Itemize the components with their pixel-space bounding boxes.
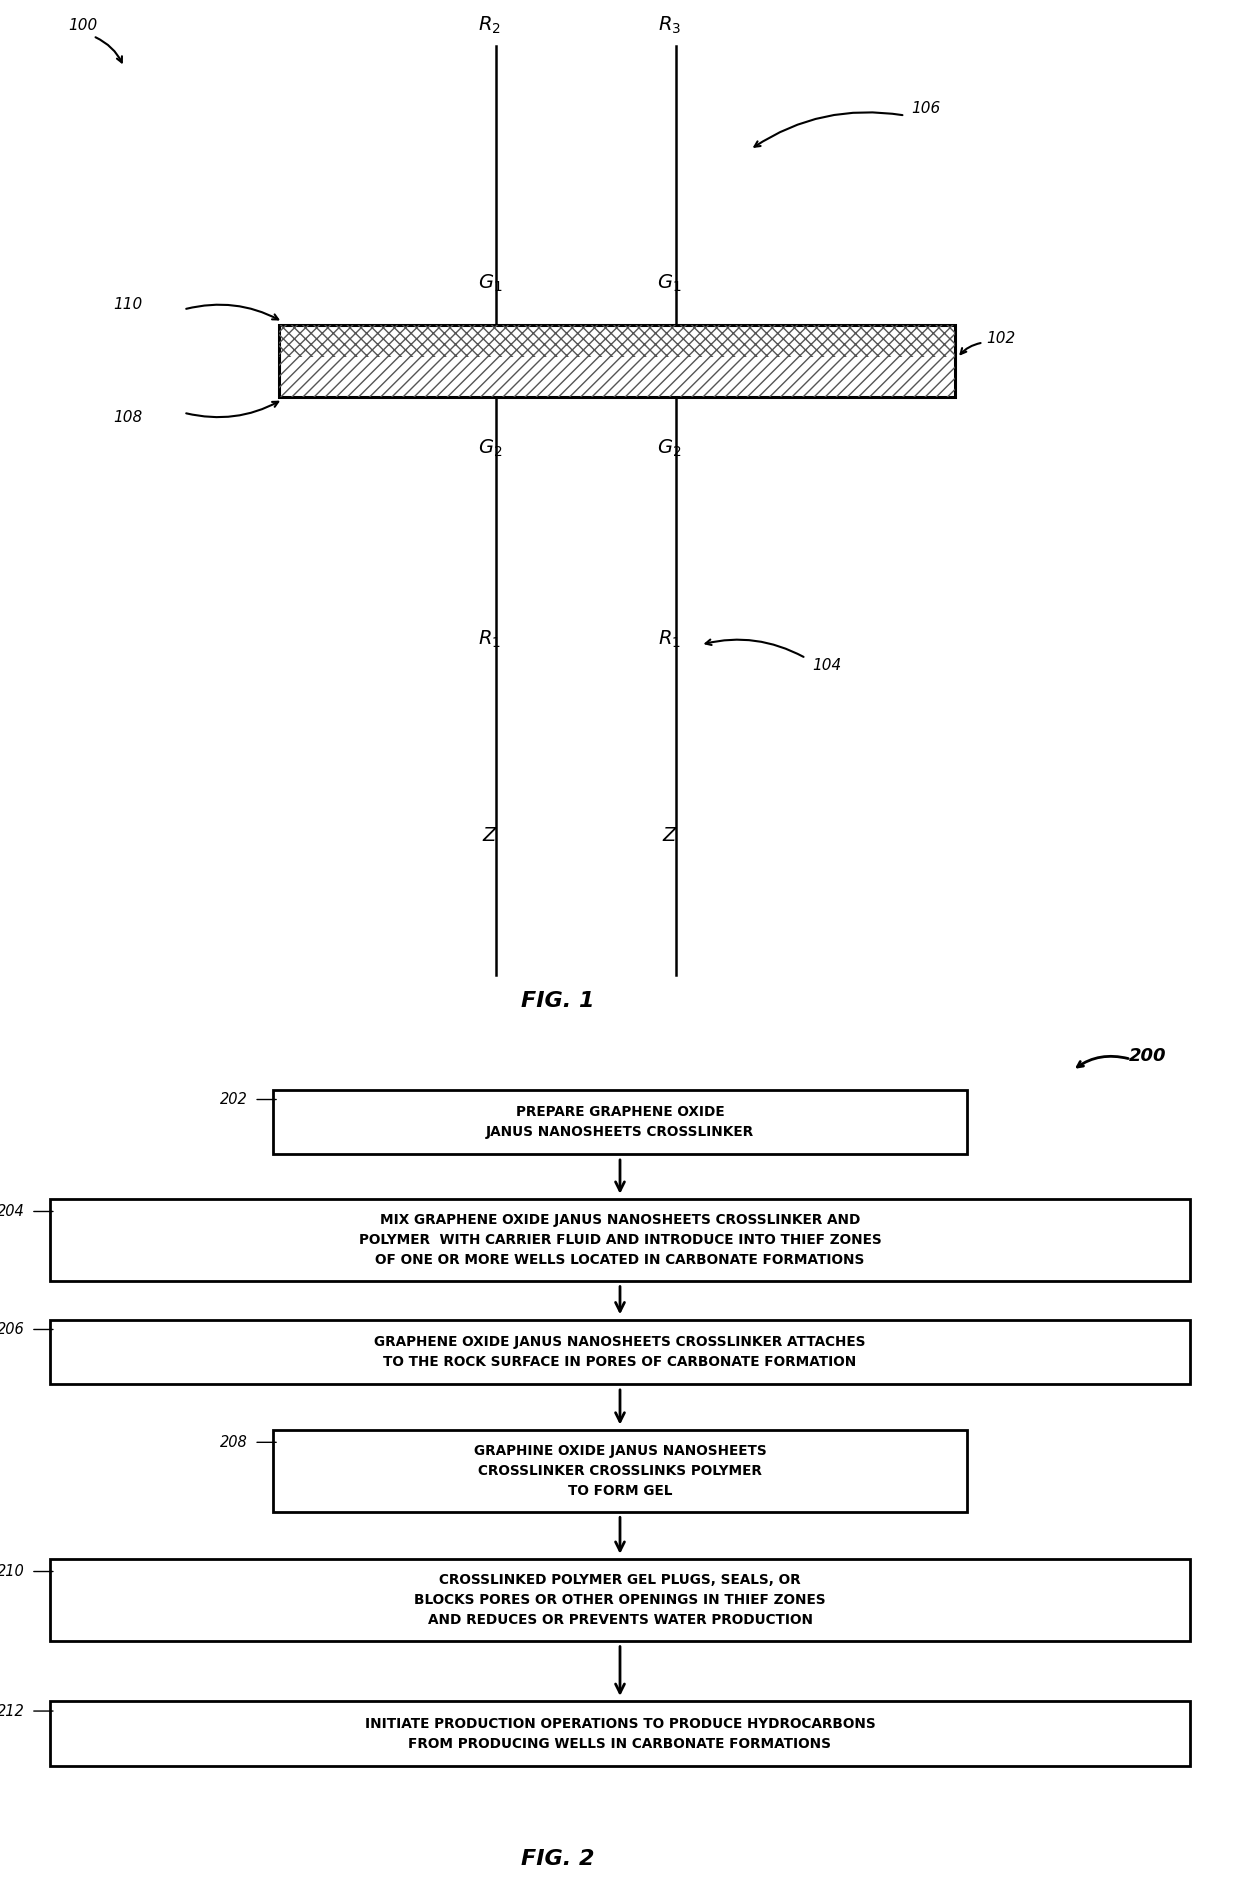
Text: PREPARE GRAPHENE OXIDE
JANUS NANOSHEETS CROSSLINKER: PREPARE GRAPHENE OXIDE JANUS NANOSHEETS … — [486, 1106, 754, 1140]
Text: 110: 110 — [113, 297, 143, 312]
Text: $R_3$: $R_3$ — [658, 15, 681, 36]
Text: $R_1$: $R_1$ — [479, 628, 501, 651]
Bar — [279, 326, 955, 358]
Text: GRAPHINE OXIDE JANUS NANOSHEETS
CROSSLINKER CROSSLINKS POLYMER
TO FORM GEL: GRAPHINE OXIDE JANUS NANOSHEETS CROSSLIN… — [474, 1444, 766, 1497]
Text: 104: 104 — [812, 659, 842, 672]
Bar — [50, 1702, 1190, 1766]
Bar — [273, 1090, 967, 1155]
Text: MIX GRAPHENE OXIDE JANUS NANOSHEETS CROSSLINKER AND
POLYMER  WITH CARRIER FLUID : MIX GRAPHENE OXIDE JANUS NANOSHEETS CROS… — [358, 1213, 882, 1266]
Text: 208: 208 — [221, 1435, 248, 1450]
Text: 204: 204 — [0, 1204, 25, 1219]
Text: 102: 102 — [986, 331, 1016, 346]
Bar — [50, 1319, 1190, 1384]
Bar — [50, 1560, 1190, 1641]
Text: 206: 206 — [0, 1321, 25, 1336]
Text: FIG. 2: FIG. 2 — [521, 1849, 595, 1868]
Bar — [50, 1198, 1190, 1282]
Text: 100: 100 — [68, 19, 98, 34]
Text: 210: 210 — [0, 1564, 25, 1579]
Text: $G_1$: $G_1$ — [477, 273, 502, 295]
Text: $Z$: $Z$ — [661, 827, 678, 844]
Bar — [273, 1429, 967, 1513]
Text: $R_2$: $R_2$ — [479, 15, 501, 36]
Text: CROSSLINKED POLYMER GEL PLUGS, SEALS, OR
BLOCKS PORES OR OTHER OPENINGS IN THIEF: CROSSLINKED POLYMER GEL PLUGS, SEALS, OR… — [414, 1573, 826, 1628]
Text: 108: 108 — [113, 411, 143, 426]
Text: INITIATE PRODUCTION OPERATIONS TO PRODUCE HYDROCARBONS
FROM PRODUCING WELLS IN C: INITIATE PRODUCTION OPERATIONS TO PRODUC… — [365, 1717, 875, 1751]
Text: $G_2$: $G_2$ — [657, 437, 682, 460]
Text: $Z$: $Z$ — [481, 827, 498, 844]
Bar — [279, 358, 955, 398]
Bar — [279, 326, 955, 398]
Text: 202: 202 — [221, 1092, 248, 1107]
Text: FIG. 1: FIG. 1 — [521, 992, 595, 1011]
Text: $R_1$: $R_1$ — [658, 628, 681, 651]
Text: 106: 106 — [911, 100, 941, 115]
Text: 212: 212 — [0, 1704, 25, 1719]
Text: GRAPHENE OXIDE JANUS NANOSHEETS CROSSLINKER ATTACHES
TO THE ROCK SURFACE IN PORE: GRAPHENE OXIDE JANUS NANOSHEETS CROSSLIN… — [374, 1335, 866, 1369]
Text: 200: 200 — [1128, 1047, 1166, 1064]
Text: $G_1$: $G_1$ — [657, 273, 682, 295]
Text: $G_2$: $G_2$ — [477, 437, 502, 460]
